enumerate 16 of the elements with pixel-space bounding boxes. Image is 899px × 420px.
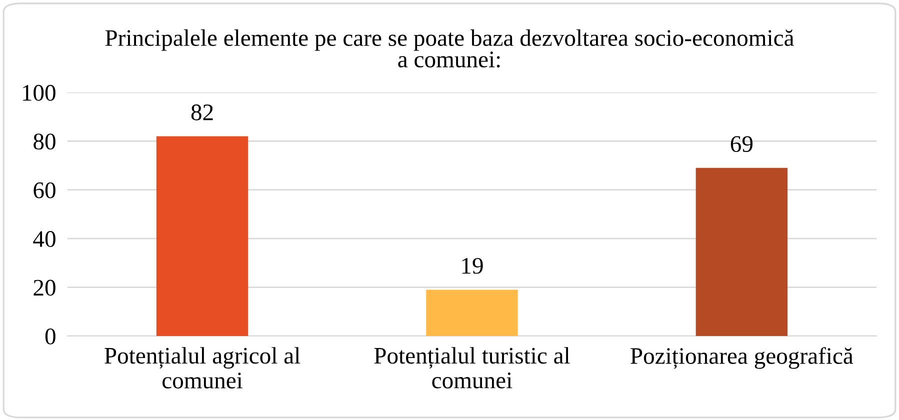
y-tick-label: 80 xyxy=(34,134,56,150)
x-tick-label: Potențialul turistic al comunei xyxy=(374,347,570,388)
y-tick-label: 100 xyxy=(22,84,56,101)
data-label: 82 xyxy=(191,104,213,120)
y-tick-label: 60 xyxy=(34,182,56,198)
y-tick-label: 20 xyxy=(34,280,56,296)
x-tick-label: Poziționarea geografică xyxy=(630,347,854,369)
data-label: 19 xyxy=(462,258,483,274)
x-tick-label: Potențialul agricol al comunei xyxy=(104,347,300,388)
bar xyxy=(156,136,248,336)
data-label: 69 xyxy=(730,136,753,152)
bar xyxy=(426,290,518,336)
y-tick-label: 0 xyxy=(45,328,56,344)
bar xyxy=(696,168,788,336)
chart-title: Principalele elemente pe care se poate baza dezvoltarea socio-economică a comunei: xyxy=(105,29,794,68)
y-tick-label: 40 xyxy=(33,231,56,247)
